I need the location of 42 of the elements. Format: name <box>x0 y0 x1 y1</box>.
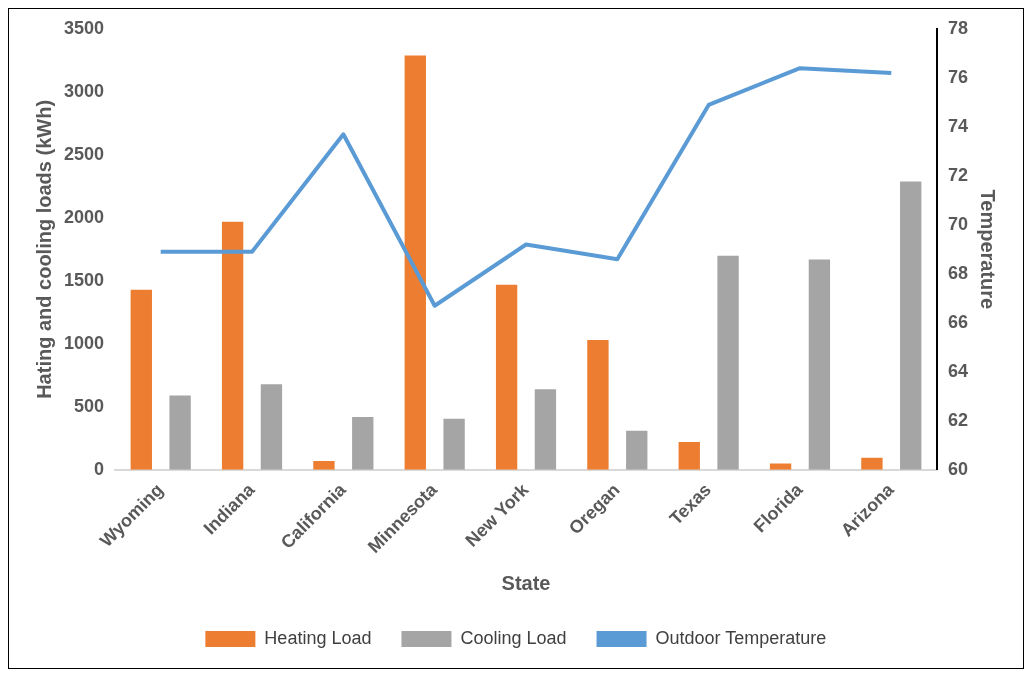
bar <box>260 384 283 470</box>
bar <box>678 442 700 470</box>
y-tick-label: 2000 <box>64 206 105 227</box>
y2-tick-label: 64 <box>947 360 969 381</box>
bar <box>861 457 883 470</box>
bar <box>313 460 335 470</box>
bar <box>495 284 518 470</box>
bar <box>769 463 792 470</box>
y-tick-label: 3500 <box>64 17 105 38</box>
bar <box>404 55 426 470</box>
y-tick-label: 1500 <box>64 269 105 290</box>
legend-label: Outdoor Temperature <box>655 627 827 648</box>
bar <box>352 416 374 470</box>
y2-tick-label: 76 <box>947 66 969 87</box>
y-tick-label: 2500 <box>64 143 105 164</box>
y2-tick-label: 62 <box>947 409 969 430</box>
y2-tick-label: 66 <box>947 311 969 332</box>
y2-tick-label: 74 <box>947 115 969 136</box>
x-axis-title: State <box>501 571 551 594</box>
bar <box>900 181 922 470</box>
y2-axis-title: Temperature <box>977 189 1000 310</box>
bar <box>221 221 244 470</box>
bar <box>717 255 739 470</box>
bar <box>443 418 465 470</box>
y-axis-title: Hating and cooling loads (kWh) <box>32 99 55 399</box>
y2-tick-label: 78 <box>947 17 969 38</box>
bar <box>130 289 152 470</box>
y2-tick-label: 60 <box>947 458 969 479</box>
y-tick-label: 0 <box>94 458 105 479</box>
y2-tick-label: 68 <box>947 262 969 283</box>
y2-tick-label: 72 <box>947 164 969 185</box>
y-tick-label: 500 <box>74 395 105 416</box>
y-tick-label: 3000 <box>64 80 105 101</box>
bar <box>626 430 648 470</box>
bar <box>534 389 557 470</box>
y2-tick-label: 70 <box>947 213 969 234</box>
legend-label: Heating Load <box>264 627 372 648</box>
bar <box>587 340 609 470</box>
y-tick-label: 1000 <box>64 332 105 353</box>
bar <box>169 395 191 470</box>
bar <box>808 259 831 470</box>
legend-label: Cooling Load <box>460 627 567 648</box>
